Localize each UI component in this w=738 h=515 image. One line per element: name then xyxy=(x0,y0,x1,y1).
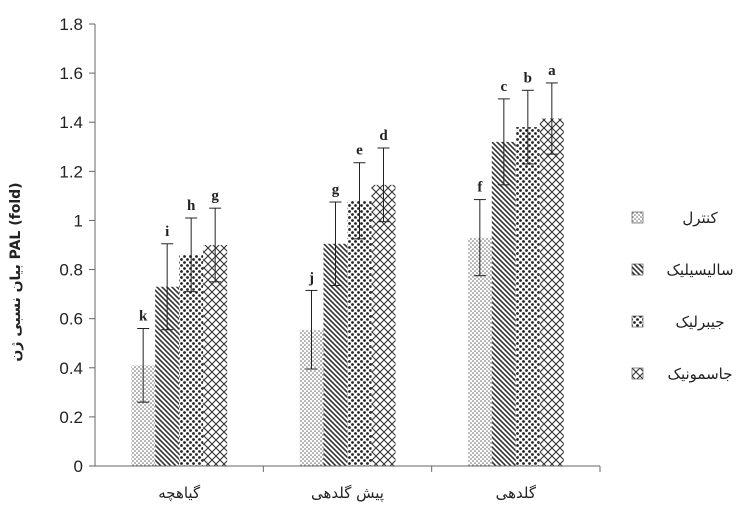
y-tick-label: 0.2 xyxy=(59,408,83,427)
legend-swatch xyxy=(631,367,644,380)
y-tick-label: 1.4 xyxy=(59,113,83,132)
y-axis: 0 0.2 0.4 0.6 0.8 1 1.2 1.4 1.6 1.8 xyxy=(59,15,96,476)
significance-letter: a xyxy=(548,63,556,79)
y-axis-label: بیان نسبی ژن PAL (fold) xyxy=(8,182,24,361)
x-tick-label: گلدهی xyxy=(496,484,537,502)
y-tick-label: 0.8 xyxy=(59,261,83,280)
significance-letter: h xyxy=(187,198,196,214)
y-tick-label: 1 xyxy=(74,211,83,230)
x-axis: گیاهچه پیش گلدهی گلدهی xyxy=(95,465,601,503)
bar xyxy=(539,118,564,467)
bar xyxy=(515,127,540,466)
legend-label: جاسمونیک xyxy=(668,365,733,383)
significance-letter: d xyxy=(379,128,388,144)
y-tick-label: 0.4 xyxy=(59,359,83,378)
legend-label: جیبرلیک xyxy=(675,313,724,331)
legend: کنترل سالیسیلیک جیبرلیک جاسمونیک xyxy=(631,209,734,383)
y-tick-label: 1.2 xyxy=(59,162,83,181)
significance-letter: b xyxy=(524,70,532,86)
y-tick-label: 1.8 xyxy=(59,15,83,34)
bar xyxy=(347,200,372,467)
significance-letter: j xyxy=(308,270,314,286)
legend-label: سالیسیلیک xyxy=(666,261,733,279)
error-bars xyxy=(137,82,558,403)
significance-letter: k xyxy=(139,308,148,324)
y-tick-label: 1.6 xyxy=(59,64,83,83)
y-tick-label: 0.6 xyxy=(59,310,83,329)
significance-letter: e xyxy=(356,143,363,159)
bar xyxy=(371,184,396,467)
x-tick-label: گیاهچه xyxy=(158,484,201,502)
bar xyxy=(491,141,516,466)
legend-label: کنترل xyxy=(682,209,718,227)
significance-letter: f xyxy=(477,180,483,196)
legend-swatch xyxy=(631,263,644,276)
legend-swatch xyxy=(631,315,644,328)
significance-letter: i xyxy=(165,224,169,240)
legend-swatch xyxy=(631,211,644,224)
significance-letter: g xyxy=(211,188,219,204)
x-tick-label: پیش گلدهی xyxy=(311,484,384,503)
y-tick-label: 0 xyxy=(74,457,83,476)
significance-letter: c xyxy=(500,79,507,95)
bars xyxy=(131,118,564,467)
significance-letter: g xyxy=(332,182,340,198)
